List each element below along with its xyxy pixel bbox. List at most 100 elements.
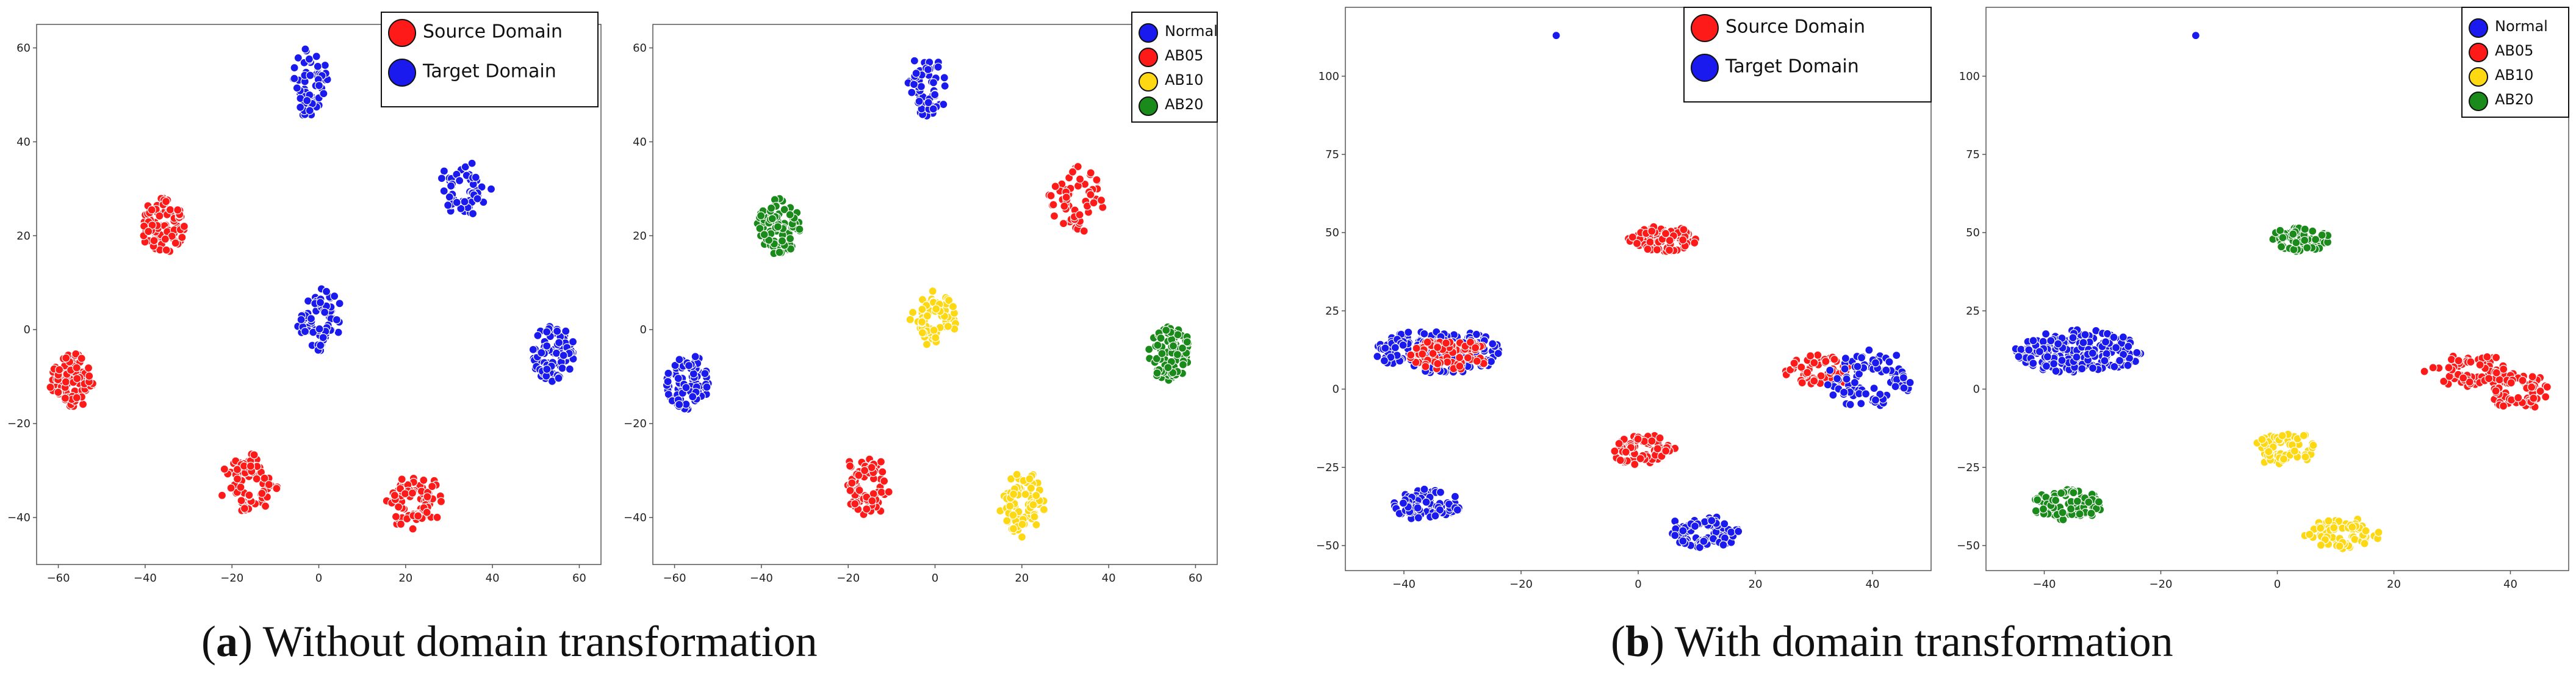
- scatter-point: [322, 287, 331, 296]
- legend-label: Normal: [1165, 23, 1218, 40]
- scatter-point: [397, 475, 406, 484]
- scatter-point: [2305, 530, 2314, 539]
- scatter-point: [2029, 336, 2038, 345]
- scatter-point: [2499, 402, 2508, 411]
- scatter-point: [934, 62, 943, 71]
- scatter-point: [1826, 366, 1835, 375]
- scatter-point: [2031, 507, 2040, 516]
- legend-marker: [388, 19, 416, 47]
- scatter-cluster: [996, 470, 1049, 542]
- scatter-point: [1647, 226, 1657, 236]
- scatter-point: [2049, 359, 2059, 369]
- scatter-point: [408, 488, 417, 498]
- scatter-point: [555, 338, 564, 347]
- scatter-point: [905, 315, 915, 324]
- scatter-point: [700, 369, 710, 378]
- scatter-point: [2124, 342, 2133, 351]
- scatter-cluster: [1045, 162, 1107, 236]
- scatter-point: [533, 331, 542, 340]
- legend-label: AB20: [1165, 96, 1203, 113]
- scatter-point: [2361, 526, 2370, 535]
- x-tick-label: −40: [134, 572, 157, 585]
- scatter-point: [1455, 353, 1464, 362]
- y-tick-label: 60: [16, 41, 31, 54]
- scatter-point: [558, 364, 567, 373]
- scatter-point: [144, 227, 153, 236]
- scatter-point: [2072, 353, 2081, 362]
- scatter-point: [1152, 354, 1161, 363]
- scatter-point: [1420, 485, 1429, 494]
- scatter-point: [2024, 345, 2034, 355]
- scatter-point: [61, 377, 70, 386]
- scatter-point: [537, 348, 546, 358]
- scatter-point: [2299, 431, 2308, 440]
- scatter-point: [1678, 526, 1688, 535]
- scatter-point: [1803, 368, 1812, 377]
- scatter-point: [1699, 536, 1708, 546]
- scatter-point: [1373, 352, 1382, 361]
- scatter-point: [1049, 200, 1058, 209]
- scatter-point: [1075, 210, 1084, 220]
- legend-marker: [2469, 67, 2488, 87]
- scatter-point: [1075, 175, 1085, 184]
- scatter-point: [1049, 211, 1059, 221]
- scatter-point: [447, 181, 456, 190]
- scatter-cluster: [905, 286, 960, 349]
- scatter-point: [1614, 439, 1624, 449]
- scatter-point: [2075, 510, 2084, 519]
- scatter-point: [461, 162, 470, 171]
- scatter-point: [306, 314, 316, 323]
- scatter-point: [939, 99, 948, 109]
- scatter-cluster: [2268, 223, 2333, 256]
- scatter-point: [1062, 193, 1071, 202]
- scatter-point: [2484, 374, 2494, 383]
- scatter-point: [923, 65, 933, 74]
- scatter-point: [1006, 502, 1015, 511]
- scatter-point: [1806, 352, 1815, 361]
- scatter-point: [1168, 341, 1178, 350]
- scatter-point: [1661, 229, 1671, 238]
- scatter-point: [1719, 540, 1728, 549]
- scatter-point: [542, 327, 552, 336]
- scatter-point: [2492, 353, 2501, 362]
- scatter-point: [552, 348, 561, 358]
- scatter-point: [1012, 470, 1021, 479]
- scatter-point: [160, 234, 170, 243]
- scatter-point: [1829, 391, 1838, 400]
- scatter-point: [930, 90, 940, 99]
- scatter-point: [1865, 345, 1874, 355]
- scatter-point: [408, 524, 417, 533]
- scatter-point: [1840, 364, 1849, 373]
- scatter-point: [315, 324, 324, 334]
- scatter-point: [300, 326, 310, 336]
- scatter-point: [1162, 326, 1171, 335]
- scatter-point: [1830, 355, 1839, 364]
- scatter-cluster: [1145, 322, 1193, 385]
- legend-marker: [1139, 23, 1158, 43]
- scatter-point: [2042, 361, 2051, 371]
- scatter-point: [1455, 361, 1464, 371]
- scatter-cluster: [904, 56, 949, 120]
- scatter-point: [2014, 352, 2023, 361]
- scatter-point: [1664, 245, 1674, 255]
- scatter-point: [2475, 360, 2484, 369]
- scatter-point: [2191, 31, 2200, 40]
- scatter-point: [2069, 488, 2078, 497]
- scatter-point: [147, 205, 156, 215]
- scatter-cluster: [139, 194, 189, 256]
- scatter-point: [2041, 330, 2051, 339]
- scatter-point: [847, 478, 857, 488]
- scatter-point: [948, 302, 958, 311]
- scatter-point: [688, 392, 697, 402]
- scatter-point: [2316, 524, 2325, 533]
- scatter-point: [318, 333, 328, 342]
- scatter-point: [78, 400, 88, 409]
- scatter-point: [232, 474, 242, 483]
- scatter-point: [910, 56, 919, 65]
- scatter-point: [780, 205, 789, 214]
- scatter-cluster: [1668, 513, 1743, 552]
- scatter-point: [437, 174, 447, 183]
- scatter-point: [319, 89, 328, 98]
- scatter-point: [2278, 431, 2287, 441]
- y-tick-label: −20: [7, 417, 31, 430]
